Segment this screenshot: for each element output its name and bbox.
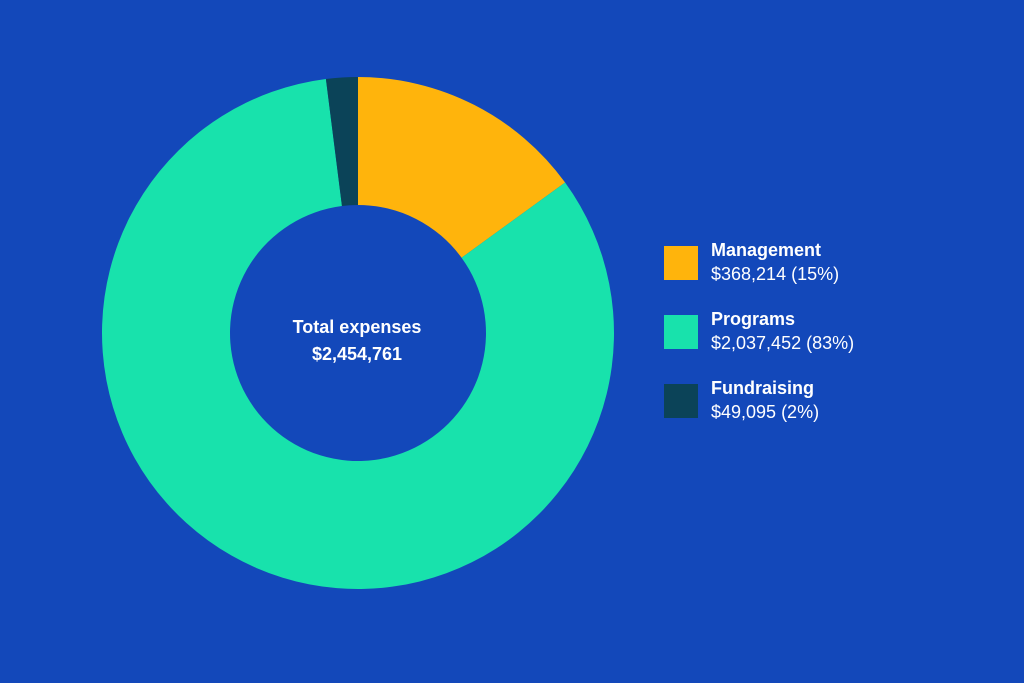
center-label-total: $2,454,761: [311, 344, 403, 364]
legend-name-fundraising: Fundraising: [711, 378, 814, 398]
legend-value-fundraising: $49,095 (2%): [711, 402, 820, 422]
center-label: Total expenses $2,454,761: [216, 314, 498, 368]
legend-name-management: Management: [711, 240, 822, 260]
legend-name-programs: Programs: [711, 309, 796, 329]
legend-swatch-management: [664, 246, 698, 280]
slice-fundraising: [325, 77, 358, 207]
legend-value-programs: $2,037,452 (83%): [711, 333, 855, 353]
center-label-title: Total expenses: [292, 317, 422, 337]
legend-swatch-fundraising: [664, 384, 698, 418]
slice-programs: [101, 79, 614, 589]
legend-value-management: $368,214 (15%): [711, 264, 840, 284]
legend-swatch-programs: [664, 315, 698, 349]
slice-management: [358, 77, 566, 258]
